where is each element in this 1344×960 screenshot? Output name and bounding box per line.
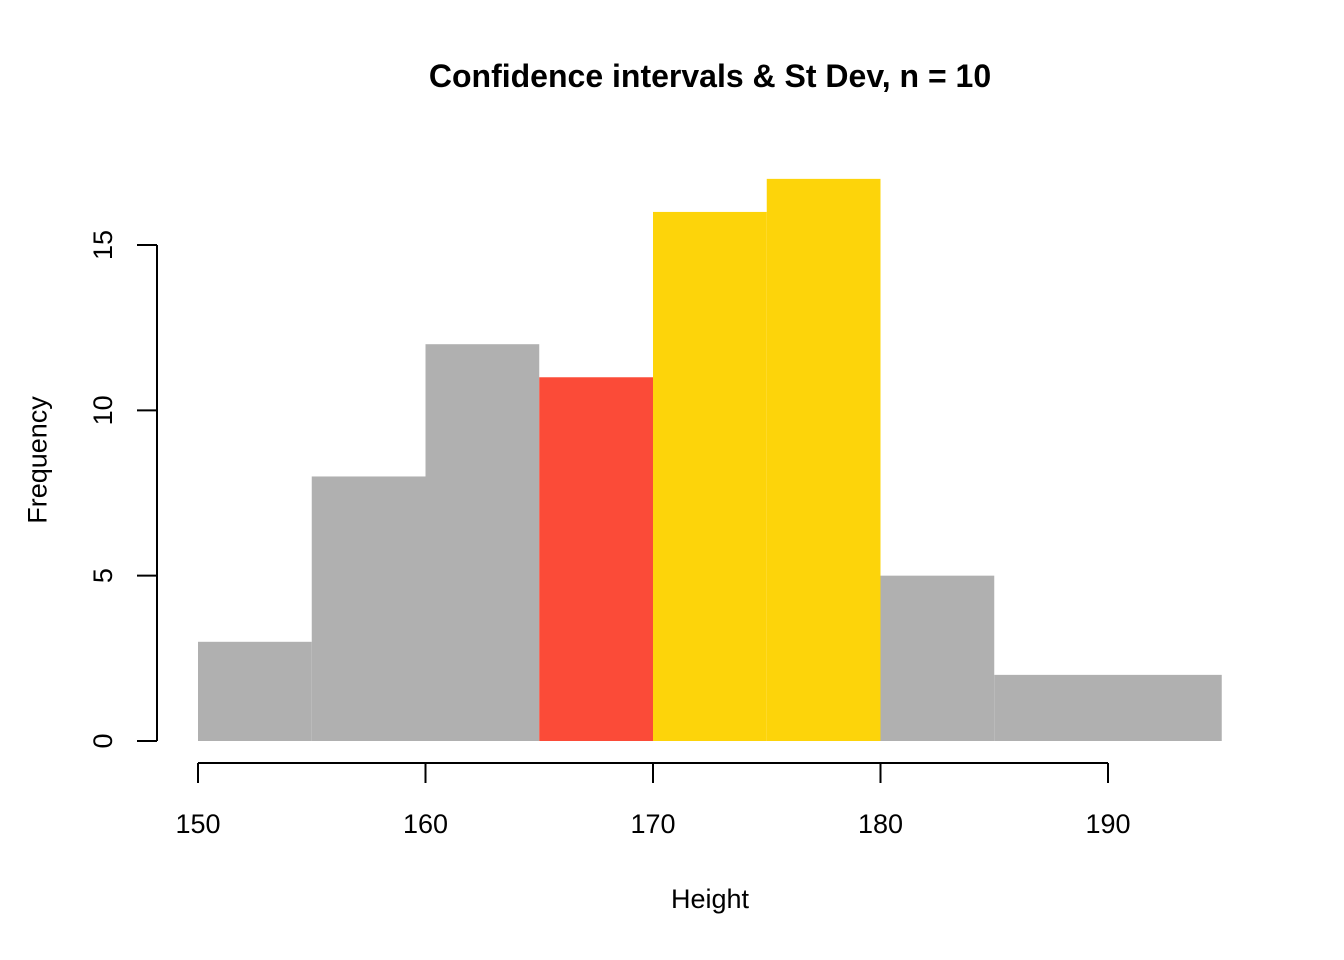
histogram-bar-180-185 (880, 575, 995, 741)
x-axis-label: Height (670, 884, 750, 914)
histogram-bar-150-155 (198, 641, 312, 741)
chart-title: Confidence intervals & St Dev, n = 10 (428, 58, 992, 94)
histogram-bar-170-175 (653, 211, 767, 741)
x-tick-label: 190 (1085, 809, 1130, 839)
y-tick-label: 5 (88, 568, 118, 583)
x-tick-label: 180 (858, 809, 903, 839)
histogram-bar-175-180 (766, 178, 881, 742)
x-tick-label: 150 (175, 809, 220, 839)
x-tick-label: 160 (403, 809, 448, 839)
y-tick-label: 15 (88, 230, 118, 260)
histogram-bar-185-195 (994, 674, 1222, 741)
x-tick-label: 170 (630, 809, 675, 839)
histogram-bar-165-170 (539, 377, 653, 741)
histogram-bar-155-160 (311, 476, 426, 741)
y-tick-label: 0 (88, 733, 118, 748)
y-axis-label: Frequency (22, 396, 53, 524)
histogram-bar-160-165 (425, 344, 540, 741)
y-tick-label: 10 (88, 395, 118, 425)
